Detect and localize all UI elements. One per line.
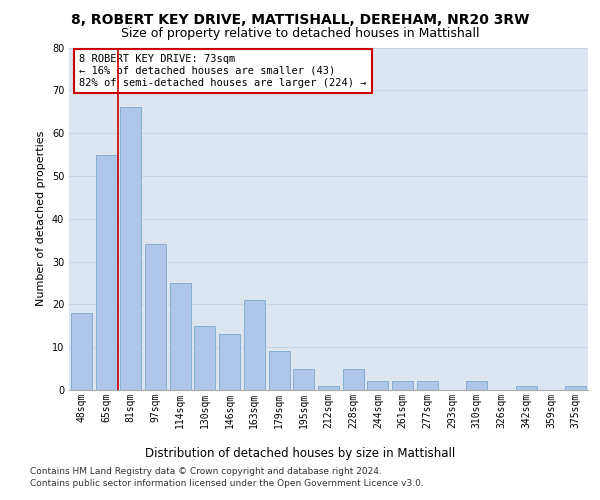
Text: Contains public sector information licensed under the Open Government Licence v3: Contains public sector information licen… xyxy=(30,479,424,488)
Y-axis label: Number of detached properties: Number of detached properties xyxy=(36,131,46,306)
Bar xyxy=(95,154,116,390)
Text: 8, ROBERT KEY DRIVE, MATTISHALL, DEREHAM, NR20 3RW: 8, ROBERT KEY DRIVE, MATTISHALL, DEREHAM… xyxy=(71,12,529,26)
Bar xyxy=(194,326,215,390)
Bar xyxy=(269,352,290,390)
Bar xyxy=(219,334,240,390)
Text: Contains HM Land Registry data © Crown copyright and database right 2024.: Contains HM Land Registry data © Crown c… xyxy=(30,468,382,476)
Bar xyxy=(417,382,438,390)
Bar xyxy=(466,382,487,390)
Bar xyxy=(293,368,314,390)
Bar xyxy=(392,382,413,390)
Text: Distribution of detached houses by size in Mattishall: Distribution of detached houses by size … xyxy=(145,448,455,460)
Bar xyxy=(565,386,586,390)
Bar xyxy=(145,244,166,390)
Bar xyxy=(367,382,388,390)
Bar xyxy=(170,283,191,390)
Bar xyxy=(318,386,339,390)
Text: 8 ROBERT KEY DRIVE: 73sqm
← 16% of detached houses are smaller (43)
82% of semi-: 8 ROBERT KEY DRIVE: 73sqm ← 16% of detac… xyxy=(79,54,367,88)
Bar xyxy=(343,368,364,390)
Bar xyxy=(120,108,141,390)
Bar xyxy=(71,313,92,390)
Bar xyxy=(244,300,265,390)
Bar xyxy=(516,386,537,390)
Text: Size of property relative to detached houses in Mattishall: Size of property relative to detached ho… xyxy=(121,28,479,40)
